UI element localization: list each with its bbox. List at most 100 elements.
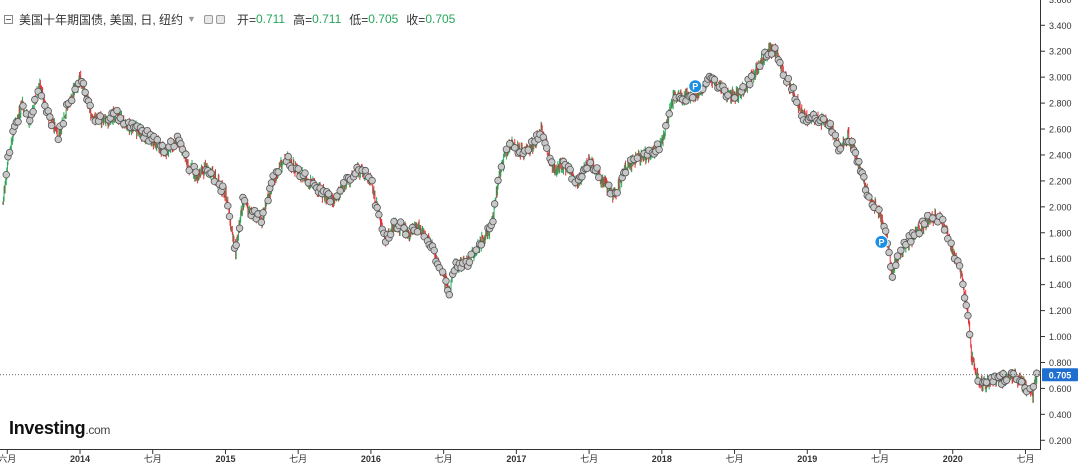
event-marker <box>836 145 845 153</box>
event-marker <box>477 241 485 249</box>
event-marker <box>548 158 556 166</box>
event-marker <box>833 140 841 148</box>
event-marker <box>793 98 801 106</box>
event-marker <box>47 121 56 130</box>
event-marker <box>257 218 266 226</box>
y-tick-label: 1.200 <box>1049 306 1072 316</box>
event-marker <box>502 145 511 154</box>
pivot-badge <box>688 79 703 94</box>
event-marker <box>192 168 200 176</box>
event-marker <box>1002 376 1011 384</box>
x-tick-label: 2017 <box>506 454 526 464</box>
event-marker <box>939 215 947 224</box>
event-marker <box>826 119 835 128</box>
y-tick-label: 0.200 <box>1049 436 1072 446</box>
x-tick-label: 七月 <box>580 454 598 464</box>
event-marker <box>724 91 732 99</box>
event-marker <box>999 370 1007 378</box>
event-marker <box>490 200 499 208</box>
open-label: 开= <box>236 12 256 27</box>
event-marker <box>336 187 344 195</box>
event-marker <box>897 246 905 255</box>
event-markers-layer <box>2 44 1041 396</box>
event-marker <box>301 169 309 177</box>
x-tick-label: 2020 <box>943 454 963 464</box>
settings-square-icon[interactable] <box>203 14 213 24</box>
event-marker <box>264 196 272 205</box>
event-marker <box>593 164 601 172</box>
event-marker <box>915 229 923 238</box>
low-value: 0.705 <box>368 12 399 26</box>
event-marker <box>284 152 292 161</box>
event-marker <box>224 202 232 210</box>
event-marker <box>605 181 613 189</box>
event-marker <box>2 170 10 179</box>
x-tick-label: 七月 <box>435 454 453 464</box>
x-tick-label: 七月 <box>726 454 744 464</box>
event-marker <box>613 189 621 197</box>
event-marker <box>739 83 747 91</box>
event-marker <box>14 118 22 126</box>
event-marker <box>373 203 381 212</box>
event-marker <box>86 101 94 110</box>
logo-suffix: .com <box>85 423 111 437</box>
event-marker <box>542 144 551 152</box>
event-marker <box>855 157 863 166</box>
event-marker <box>182 150 190 158</box>
event-marker <box>506 140 514 148</box>
instrument-title[interactable]: 美国十年期国债, 美国, 日, 纽约 <box>19 12 184 27</box>
event-marker <box>489 217 497 226</box>
event-marker <box>442 277 450 285</box>
y-tick-label: 1.800 <box>1049 228 1072 238</box>
event-marker <box>586 158 595 167</box>
event-marker <box>54 135 62 144</box>
event-marker <box>965 330 974 339</box>
x-tick-label: 2015 <box>215 454 235 464</box>
visibility-square-icon[interactable] <box>215 14 225 24</box>
y-tick-label: 3.600 <box>1049 0 1072 5</box>
event-marker <box>445 291 454 299</box>
event-marker <box>400 224 408 232</box>
event-marker <box>402 230 410 239</box>
event-marker <box>524 146 532 154</box>
event-marker <box>79 79 88 88</box>
event-marker <box>37 92 46 100</box>
event-marker <box>467 250 475 259</box>
event-marker <box>583 164 591 173</box>
event-marker <box>940 226 949 234</box>
event-marker <box>167 137 175 146</box>
y-tick-label: 3.200 <box>1049 47 1072 57</box>
event-marker <box>756 62 764 70</box>
event-marker <box>865 193 873 201</box>
event-marker <box>928 214 937 222</box>
event-marker <box>848 137 856 146</box>
x-axis: 六月 2014 七月 2015 七月 2016 七月 2017 七月 2018 七月 2019 七月 20… <box>0 450 1034 464</box>
investing-logo[interactable]: Investing.com <box>9 418 110 439</box>
event-marker <box>1033 369 1041 377</box>
event-marker <box>662 122 670 130</box>
x-tick-label: 七月 <box>871 454 889 464</box>
event-marker <box>955 262 964 270</box>
event-marker <box>46 113 54 121</box>
collapse-icon[interactable] <box>4 14 13 24</box>
event-marker <box>494 176 502 185</box>
event-marker <box>885 248 893 257</box>
dropdown-caret-icon[interactable]: ▼ <box>187 14 196 24</box>
event-marker <box>29 107 37 116</box>
open-value: 0.711 <box>255 12 286 26</box>
event-marker <box>730 94 739 102</box>
event-marker <box>81 88 89 97</box>
event-marker <box>44 107 52 115</box>
event-marker <box>920 220 929 228</box>
event-marker <box>907 238 915 246</box>
x-tick-label: 2018 <box>652 454 672 464</box>
event-marker <box>375 210 383 219</box>
high-label: 高= <box>293 12 313 27</box>
event-marker <box>947 239 955 247</box>
chart-header: 美国十年期国债, 美国, 日, 纽约 ▼ 开= 0.711 高= 0.711 低= 0… <box>4 11 463 27</box>
event-marker <box>71 85 79 94</box>
y-tick-label: 0.600 <box>1049 384 1072 394</box>
event-marker <box>116 114 125 122</box>
event-marker <box>875 206 883 214</box>
